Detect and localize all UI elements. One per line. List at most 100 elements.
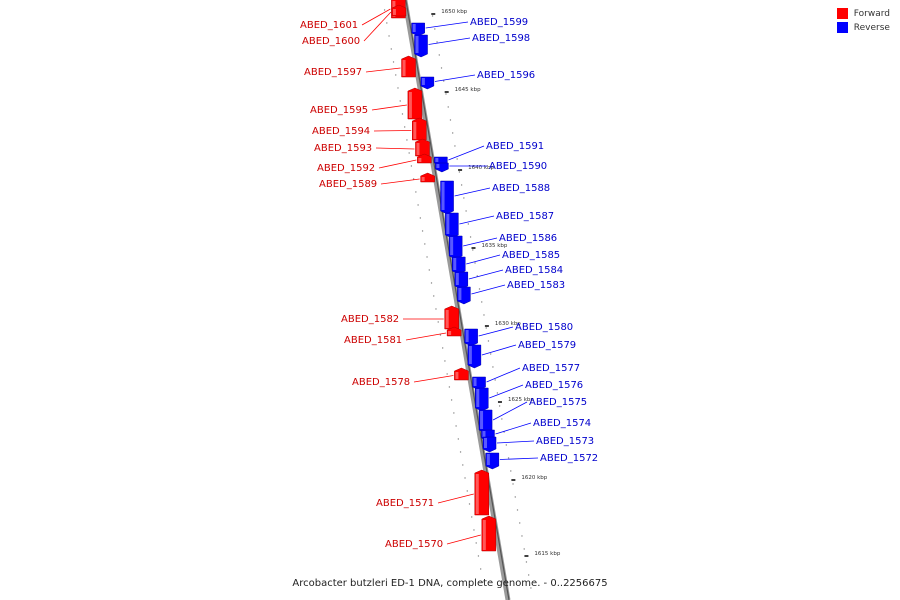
gene-label: ABED_1574 — [533, 418, 591, 429]
guide-dot — [469, 236, 472, 238]
gene-abed-1584: ABED_1584 — [454, 265, 563, 290]
gene-highlight — [486, 454, 490, 465]
legend: Forward Reverse — [836, 8, 890, 36]
guide-dot — [419, 217, 422, 219]
gene-leader — [489, 384, 524, 399]
gene-highlight — [476, 389, 480, 407]
guide-dot — [454, 145, 456, 147]
gene-abed-1587: ABED_1587 — [445, 211, 554, 239]
guide-dot — [390, 48, 392, 50]
guide-dot — [435, 308, 437, 310]
gene-abed-1576: ABED_1576 — [475, 380, 583, 412]
gene-arrow — [454, 367, 469, 381]
guide-dot — [410, 165, 413, 167]
gene-label: ABED_1590 — [489, 161, 547, 172]
gene-label: ABED_1589 — [319, 179, 377, 190]
gene-abed-1580: ABED_1580 — [464, 322, 573, 347]
gene-leader — [486, 367, 521, 383]
gene-highlight — [415, 36, 419, 53]
guide-dot — [415, 191, 417, 193]
reverse-swatch — [836, 22, 848, 33]
gene-arrow — [474, 469, 490, 516]
gene-leader — [437, 493, 474, 504]
gene-arrow — [464, 328, 478, 347]
grid-dots — [383, 9, 532, 589]
gene-arrow — [417, 153, 432, 164]
tick-label: 1650 kbp — [441, 9, 467, 15]
gene-arrow — [411, 22, 425, 37]
backbone-core — [405, 0, 510, 600]
gene-abed-1594: ABED_1594 — [312, 117, 427, 141]
gene-highlight — [484, 438, 488, 448]
guide-dot — [510, 470, 512, 472]
guide-dot — [472, 249, 474, 251]
tick-label: 1635 kbp — [481, 243, 507, 249]
gene-highlight — [402, 60, 406, 76]
guide-dot — [459, 451, 462, 453]
gene-label: ABED_1579 — [518, 340, 576, 351]
gene-label: ABED_1570 — [385, 539, 443, 550]
gene-highlight — [465, 330, 469, 342]
guide-dot — [395, 74, 397, 76]
gene-abed-1585: ABED_1585 — [451, 250, 560, 275]
guide-dot — [496, 392, 499, 394]
gene-arrow — [420, 76, 435, 90]
gene-abed-1582: ABED_1582 — [341, 305, 459, 330]
gene-leader — [448, 145, 485, 161]
guide-dot — [417, 204, 419, 206]
gene-leader — [471, 284, 506, 295]
gene-label: ABED_1592 — [317, 163, 375, 174]
gene-abed-1599: ABED_1599 — [411, 17, 528, 37]
gene-abed-1596: ABED_1596 — [420, 70, 535, 90]
gene-arrow — [440, 180, 454, 215]
gene-arrow — [446, 326, 462, 337]
guide-dot — [440, 67, 443, 69]
guide-dot — [386, 22, 388, 24]
gene-leader — [459, 215, 495, 225]
gene-leader — [446, 534, 481, 545]
gene-leader — [405, 332, 447, 341]
guide-dot — [457, 438, 460, 440]
guide-dot — [485, 327, 487, 329]
gene-label: ABED_1573 — [536, 436, 594, 447]
guide-dot — [489, 353, 492, 355]
guide-dot — [426, 256, 428, 258]
gene-highlight — [468, 346, 472, 364]
gene-highlight — [480, 411, 484, 429]
gene-leader — [481, 344, 517, 356]
guide-dot — [439, 334, 442, 336]
guide-dot — [487, 340, 490, 342]
gene-leader — [425, 21, 469, 29]
gene-label: ABED_1594 — [312, 126, 370, 137]
gene-highlight — [441, 182, 445, 210]
gene-abed-1577: ABED_1577 — [472, 363, 580, 391]
gene-label: ABED_1601 — [300, 20, 358, 31]
gene-abed-1589: ABED_1589 — [319, 172, 435, 190]
gene-arrow — [482, 436, 497, 453]
gene-highlight — [435, 158, 439, 162]
gene-leader — [365, 67, 401, 73]
gene-leader — [492, 401, 528, 421]
gene-features: ABED_1601 ABED_1600 ABED_1599 ABED_1598 ABED… — [300, 0, 598, 552]
guide-dot — [456, 158, 458, 160]
guide-dot — [424, 243, 426, 245]
guide-dot — [481, 301, 483, 303]
gene-abed-1573: ABED_1573 — [482, 436, 594, 453]
gene-leader — [454, 187, 491, 197]
gene-arrow — [467, 344, 482, 369]
guide-dot — [505, 444, 508, 446]
gene-label: ABED_1575 — [529, 397, 587, 408]
gene-highlight — [412, 24, 416, 32]
gene-abed-1597: ABED_1597 — [304, 55, 416, 78]
guide-dot — [514, 496, 516, 498]
gene-abed-1592: ABED_1592 — [317, 153, 432, 174]
genome-caption: Arcobacter butzleri ED-1 DNA, complete g… — [292, 578, 608, 589]
guide-dot — [406, 139, 408, 141]
guide-dot — [433, 295, 435, 297]
tick-label: 1625 kbp — [508, 397, 534, 403]
gene-abed-1595: ABED_1595 — [310, 87, 423, 120]
guide-dot — [445, 93, 447, 95]
gene-highlight — [416, 143, 420, 155]
guide-dot — [501, 418, 503, 420]
